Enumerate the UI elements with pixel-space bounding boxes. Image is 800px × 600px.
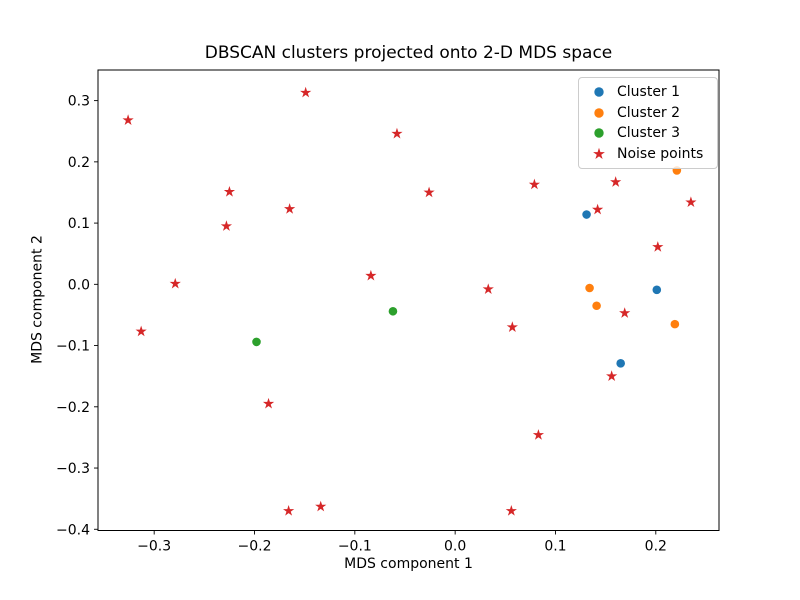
data-point-noise-points [220, 220, 233, 231]
data-point-noise-points [506, 321, 518, 332]
noise-star-marker-icon [581, 146, 617, 162]
circle-glyph [594, 128, 604, 138]
data-point-noise-points [505, 505, 517, 516]
y-tick-label: 0.0 [68, 277, 90, 293]
legend-label: Noise points [617, 145, 704, 162]
data-point-noise-points [592, 203, 604, 215]
data-point-noise-points [262, 397, 275, 409]
legend-entry-cluster-2: Cluster 2 [581, 103, 715, 123]
data-point-noise-points [685, 196, 697, 208]
data-point-noise-points [223, 185, 236, 197]
chart-title: DBSCAN clusters projected onto 2-D MDS s… [204, 43, 613, 63]
data-point-noise-points [619, 307, 631, 318]
x-tick-label: −0.3 [137, 539, 171, 555]
y-tick-label: −0.2 [56, 400, 90, 416]
data-point-noise-points [122, 114, 134, 125]
cluster-1-marker-icon [581, 84, 617, 100]
data-point-noise-points [532, 429, 545, 440]
data-point-noise-points [315, 500, 327, 512]
data-point-noise-points [284, 203, 296, 214]
y-tick-label: −0.1 [56, 339, 90, 355]
legend-entry-cluster-3: Cluster 3 [581, 123, 715, 143]
legend-entry-cluster-1: Cluster 1 [581, 82, 715, 102]
data-point-noise-points [610, 176, 622, 187]
star-glyph [593, 147, 605, 159]
y-axis-label: MDS component 2 [29, 235, 46, 364]
data-point-cluster-3 [252, 337, 261, 347]
x-axis-label: MDS component 1 [344, 556, 473, 572]
data-point-cluster-2 [670, 319, 680, 329]
data-point-noise-points [135, 325, 147, 337]
x-tick-label: 0.0 [444, 539, 466, 555]
circle-glyph [594, 87, 604, 97]
data-point-noise-points [606, 370, 618, 381]
data-point-cluster-2 [585, 283, 594, 293]
y-tick-label: −0.4 [56, 522, 90, 538]
x-tick-label: 0.1 [544, 539, 566, 555]
legend-label: Cluster 1 [617, 84, 681, 101]
x-tick-label: −0.1 [338, 539, 372, 555]
legend-label: Cluster 3 [617, 125, 681, 142]
circle-glyph [594, 108, 604, 118]
data-point-noise-points [528, 178, 541, 190]
data-point-noise-points [391, 127, 403, 139]
data-point-noise-points [300, 86, 312, 98]
data-point-cluster-2 [592, 301, 601, 311]
y-tick-label: 0.1 [68, 216, 90, 232]
data-point-cluster-1 [652, 285, 662, 295]
y-tick-label: −0.3 [56, 461, 90, 477]
data-point-cluster-1 [616, 359, 625, 368]
x-tick-label: −0.2 [238, 539, 272, 555]
data-point-noise-points [169, 277, 181, 289]
legend-entry-noise-points: Noise points [581, 144, 715, 164]
y-tick-label: 0.2 [68, 155, 90, 171]
x-tick-label: 0.2 [645, 539, 667, 555]
data-point-cluster-1 [582, 210, 591, 219]
cluster-2-marker-icon [581, 105, 617, 121]
legend: Cluster 1 Cluster 2 Cluster 3 Noise poin… [578, 77, 718, 169]
y-tick-label: 0.3 [68, 94, 90, 110]
data-point-noise-points [482, 283, 494, 294]
cluster-3-marker-icon [581, 125, 617, 141]
data-point-noise-points [365, 269, 377, 281]
legend-label: Cluster 2 [617, 104, 681, 121]
data-point-noise-points [283, 505, 295, 516]
data-point-noise-points [652, 241, 664, 252]
data-point-noise-points [423, 186, 435, 198]
data-point-cluster-3 [388, 306, 398, 316]
